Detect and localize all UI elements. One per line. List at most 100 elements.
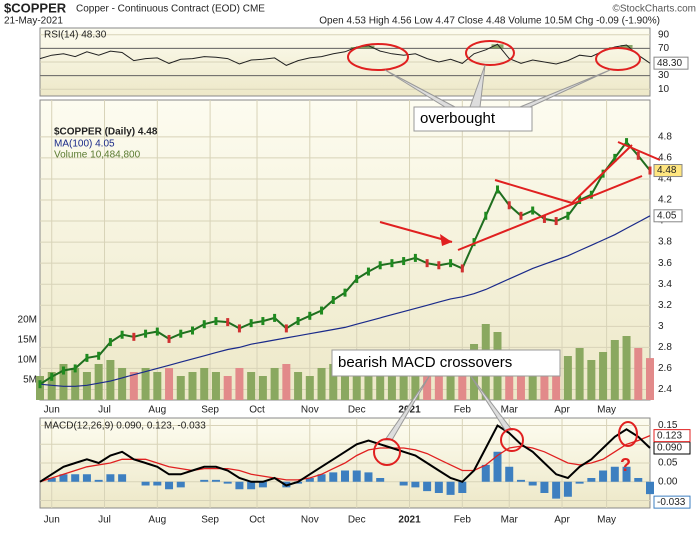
candle: [50, 372, 54, 381]
candle: [496, 185, 499, 194]
volume-bar: [200, 368, 209, 400]
candle: [284, 324, 288, 333]
x-tick-label: Mar: [501, 405, 519, 416]
histogram-bar: [493, 451, 502, 482]
candle: [237, 324, 241, 333]
end-label: 4.05: [657, 210, 677, 221]
histogram-bar: [305, 478, 314, 482]
volume-bar: [352, 368, 361, 400]
histogram-bar: [563, 481, 572, 497]
arrow-head: [440, 234, 452, 246]
volume-bar: [247, 372, 256, 400]
candle: [320, 306, 324, 315]
histogram-bar: [540, 481, 549, 493]
histogram-bar: [481, 464, 490, 482]
candle: [542, 214, 546, 223]
candle: [390, 259, 394, 268]
volume-bar: [282, 364, 291, 400]
candle: [273, 313, 277, 322]
histogram-bar: [434, 481, 443, 493]
volume-bar: [59, 364, 68, 400]
candle: [73, 364, 77, 373]
annotation: ?: [620, 455, 631, 475]
histogram-bar: [94, 479, 103, 482]
histogram-bar: [211, 479, 220, 482]
annotation: overbought: [420, 110, 496, 127]
histogram-bar: [552, 481, 561, 499]
candle: [449, 259, 453, 268]
histogram-bar: [71, 474, 80, 482]
candle: [331, 296, 335, 304]
candle: [613, 153, 617, 162]
candle: [472, 238, 476, 247]
volume-bar: [399, 368, 408, 400]
candle: [191, 326, 194, 335]
volume-bar: [376, 364, 385, 400]
candle: [296, 317, 300, 326]
volume-bar: [176, 376, 185, 400]
volume-bar: [610, 340, 619, 400]
histogram-bar: [247, 481, 256, 490]
volume-bar: [387, 376, 396, 400]
y-tick-label: 4.2: [658, 195, 672, 206]
callout-box: [331, 349, 561, 377]
volume-bar: [552, 364, 561, 400]
x-tick-label: Feb: [454, 405, 472, 416]
y-tick-label: 3.4: [658, 279, 672, 290]
histogram-bar: [622, 466, 631, 482]
value-box: [653, 164, 683, 178]
volume-bar: [294, 372, 303, 400]
y-tick-label: 4.8: [658, 131, 672, 142]
value-box: [653, 56, 689, 70]
x-tick-label: May: [597, 405, 616, 416]
candle: [531, 206, 535, 215]
histogram-bar: [258, 481, 267, 488]
histogram-bar: [505, 466, 514, 482]
x-tick-label: Dec: [348, 515, 366, 526]
histogram-bar: [200, 479, 209, 482]
y-tick-label: 4.6: [658, 153, 672, 164]
date: 21-May-2021: [4, 16, 63, 27]
series-line: [39, 215, 651, 387]
histogram-bar: [587, 478, 596, 482]
candle: [636, 151, 640, 160]
legend: MA(100) 4.05: [54, 139, 115, 150]
volume-bar: [458, 360, 467, 400]
x-tick-label: 2021: [398, 515, 421, 526]
candle: [202, 320, 206, 329]
candle: [132, 332, 136, 341]
x-tick-label: Jul: [98, 405, 111, 416]
candle: [437, 261, 441, 270]
volume-bar: [341, 360, 349, 400]
histogram-bar: [165, 481, 174, 490]
candle: [214, 317, 218, 326]
x-tick-label: Oct: [249, 405, 265, 416]
x-tick-label: Aug: [148, 515, 166, 526]
volume-bar: [575, 348, 584, 400]
volume-bar: [563, 356, 572, 400]
y-tick-label: 3.8: [658, 237, 672, 248]
y-tick-label: 90: [658, 29, 670, 40]
highlight: [595, 47, 641, 71]
histogram-bar: [82, 474, 91, 482]
volume-bar: [411, 364, 420, 400]
y-tick-label: 4.4: [658, 174, 672, 185]
x-tick-label: Nov: [301, 405, 319, 416]
histogram-bar: [317, 474, 326, 482]
x-tick-label: Sep: [201, 515, 219, 526]
histogram-bar: [47, 478, 56, 482]
legend: $COPPER (Daily) 4.48: [54, 127, 158, 138]
histogram-bar: [223, 481, 232, 484]
candle: [108, 338, 112, 347]
end-label: 0.090: [657, 443, 682, 454]
candle: [155, 327, 159, 336]
candle: [343, 288, 347, 297]
y-tick-label: 15M: [18, 335, 37, 346]
volume-bar: [423, 368, 432, 400]
volume-bar: [153, 372, 162, 400]
highlight: [465, 40, 515, 66]
histogram-bar: [446, 481, 455, 495]
end-label: -0.033: [657, 497, 686, 508]
y-tick-label: 30: [658, 70, 670, 81]
